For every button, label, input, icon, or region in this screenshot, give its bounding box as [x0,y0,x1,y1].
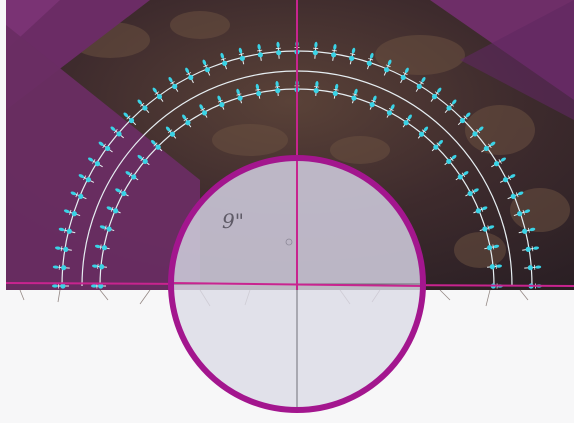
stitch-motif [484,244,500,251]
stitch-motif [91,283,106,289]
stitch-motif [275,41,282,59]
stitch-motif [55,246,72,252]
stitch-motif [99,225,115,232]
stitch-motif [185,67,194,84]
stitch-motif [274,81,281,96]
stitch-motif [369,95,377,110]
stitch-motif [473,206,488,214]
stitch-motif [479,225,495,232]
stitch-motif [125,171,139,181]
stitch-motif [236,88,243,104]
stitch-motif [431,140,443,152]
stitch-motif [491,157,506,168]
stitch-motif [106,206,121,214]
stitch-motif [52,264,70,271]
stitch-motif [402,114,412,128]
stitch-motif [312,41,319,59]
stitch-motif [152,87,164,102]
stitch-motif [470,126,484,139]
stitch-motif [383,59,392,76]
ruler-marking-text: 9" [222,209,244,233]
stitch-motif [400,67,409,84]
stitch-motif [58,227,76,234]
stitch-motif [78,174,95,183]
stitch-motif [70,191,87,200]
stitch-motif [92,263,107,270]
stitch-motif [165,126,177,139]
stitch-motif [168,77,179,92]
stitch-motif [98,141,113,153]
stitch-motif [220,52,228,70]
stitch-motif [123,112,137,126]
stitch-motif [110,126,124,139]
stitch-motif [331,44,337,61]
stitch-motif [518,227,536,234]
stitch-motif [507,191,524,200]
stitch-motif [444,99,457,113]
stitch-motif [386,104,395,118]
stitch-motif [182,114,192,128]
stitch-motif [217,95,225,110]
stitch-motif [522,246,539,252]
fabric [6,0,574,290]
stitch-motif [52,283,69,289]
stitch-motif [444,154,457,166]
stitch-motif [481,141,496,153]
stitch-motif [151,140,163,152]
stitch-motif [257,44,263,61]
stitch-motif [63,209,81,217]
stitch-motif [137,154,150,166]
stitch-motif [487,263,502,270]
stitch-motif [524,264,542,271]
stitch-motif [115,188,129,197]
stitch-motif [255,83,262,99]
stitch-motif [455,171,469,181]
stitch-motif [513,209,531,217]
stitch-motif [313,81,320,96]
stitch-motif [238,47,245,65]
stitch-motif [332,83,339,99]
stitch-motif [430,87,442,102]
stitch-motif [137,99,150,113]
circle-template [168,155,426,413]
stitch-motif [88,157,103,168]
stitch-motif [349,47,356,65]
stitch-motif [366,52,374,70]
stitch-motif [457,112,471,126]
stitch-motif [94,244,110,251]
stitch-motif [202,59,211,76]
stitch-motif [465,188,479,197]
stitch-motif [199,104,208,118]
stitch-motif [351,88,358,104]
stitch-motif [499,174,516,183]
stitch-motif [417,126,429,139]
stitch-motif [415,77,426,92]
